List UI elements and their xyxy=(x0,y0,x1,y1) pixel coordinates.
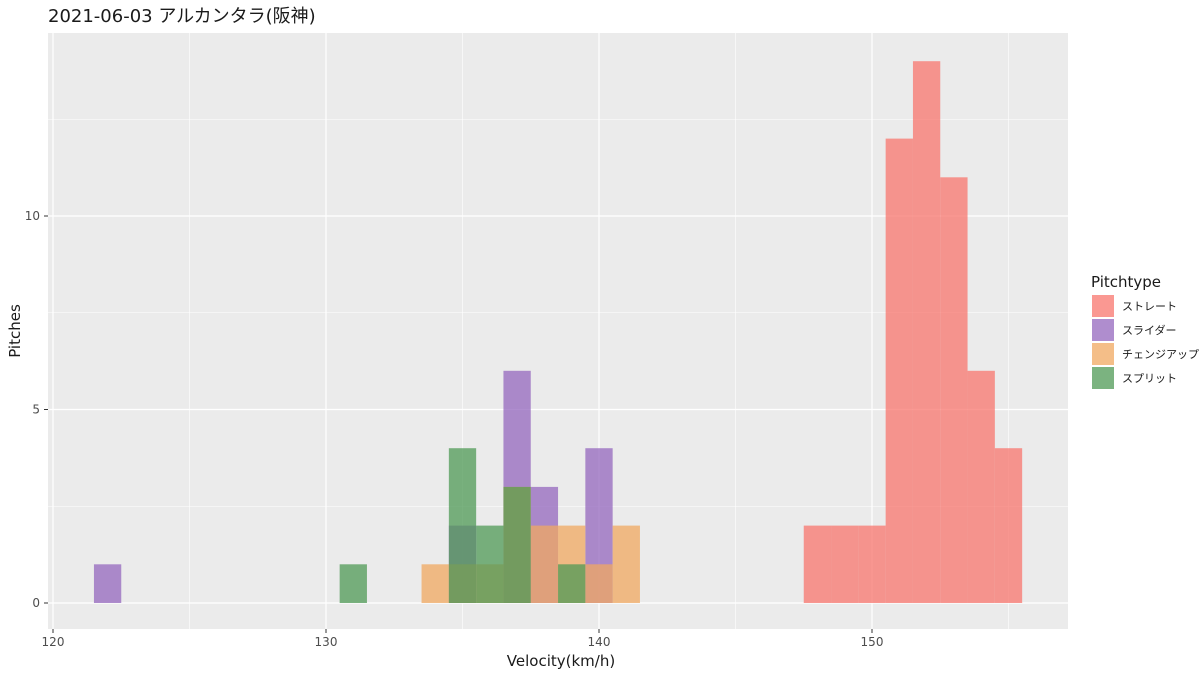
chart-title: 2021-06-03 アルカンタラ(阪神) xyxy=(48,6,316,27)
y-axis-title: Pitches xyxy=(6,304,24,358)
y-tick-label: 0 xyxy=(32,596,40,610)
histogram-bar xyxy=(940,177,968,604)
histogram-bar xyxy=(803,525,832,603)
legend-key xyxy=(1092,295,1114,317)
legend-label: スライダー xyxy=(1122,323,1177,337)
axis-ticks: 120 130 140 150 0 5 10 xyxy=(25,209,884,649)
histogram-bar xyxy=(967,370,995,603)
legend-label: チェンジアップ xyxy=(1122,348,1199,361)
legend-label: ストレート xyxy=(1122,300,1177,313)
histogram-bar xyxy=(93,564,122,603)
legend-title: Pitchtype xyxy=(1091,273,1161,291)
y-tick-label: 10 xyxy=(25,209,40,223)
x-tick-label: 140 xyxy=(588,635,611,649)
y-tick-label: 5 xyxy=(32,403,40,417)
histogram-bar xyxy=(476,525,504,603)
histogram-bar xyxy=(421,564,449,603)
histogram-bar xyxy=(530,525,559,603)
histogram-bar xyxy=(612,525,640,603)
legend-key xyxy=(1092,367,1114,389)
histogram-bar xyxy=(558,564,586,603)
legend-key xyxy=(1092,343,1114,365)
legend-key xyxy=(1092,319,1114,341)
histogram-bar xyxy=(448,448,477,603)
histogram-bar xyxy=(858,525,886,603)
x-tick-label: 120 xyxy=(42,635,65,649)
bars xyxy=(93,61,1023,604)
histogram-bar xyxy=(994,448,1023,603)
histogram-bar xyxy=(912,61,941,603)
histogram-bar xyxy=(885,138,913,603)
histogram-bar xyxy=(831,525,859,603)
x-axis-title: Velocity(km/h) xyxy=(507,652,615,670)
legend-label: スプリット xyxy=(1122,372,1177,385)
histogram-bar xyxy=(585,564,613,603)
x-tick-label: 130 xyxy=(315,635,338,649)
histogram-bar xyxy=(339,564,367,603)
histogram-bar xyxy=(503,486,531,603)
x-tick-label: 150 xyxy=(861,635,884,649)
